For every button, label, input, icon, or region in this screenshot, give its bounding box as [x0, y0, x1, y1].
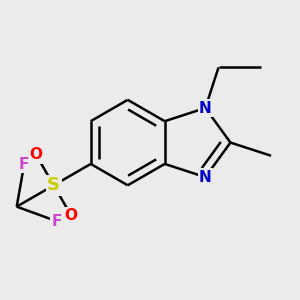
Text: F: F: [19, 157, 29, 172]
Text: N: N: [199, 100, 212, 116]
Text: F: F: [52, 214, 62, 229]
Text: O: O: [65, 208, 78, 223]
Text: N: N: [199, 169, 212, 184]
Text: S: S: [47, 176, 60, 194]
Text: O: O: [30, 148, 43, 163]
